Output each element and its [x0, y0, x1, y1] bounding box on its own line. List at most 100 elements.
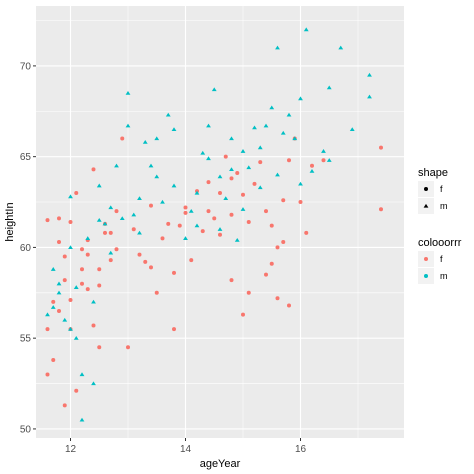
panel-background [36, 6, 404, 438]
data-point-f [269, 261, 274, 266]
data-point-f [379, 145, 383, 150]
data-point-m [217, 174, 223, 179]
data-point-m [280, 130, 286, 135]
data-point-m [68, 326, 73, 331]
data-point-f [149, 203, 153, 208]
data-point-f [91, 323, 96, 328]
data-point-f [97, 283, 102, 288]
data-point-f [108, 258, 113, 263]
data-point-m [96, 183, 102, 188]
points-layer [45, 27, 383, 422]
data-point-f [183, 205, 188, 210]
data-point-m [91, 299, 96, 304]
data-point-m [45, 312, 50, 317]
y-tick-label: 55 [20, 334, 32, 345]
data-point-f [97, 267, 102, 272]
data-point-f [189, 258, 194, 263]
data-point-f [264, 272, 268, 277]
data-point-m [165, 112, 171, 117]
x-tick-label: 14 [180, 444, 192, 455]
data-point-f [298, 200, 303, 205]
data-point-f [310, 163, 314, 168]
data-point-f [120, 136, 125, 141]
data-point-m [171, 127, 177, 132]
data-point-f [241, 192, 245, 197]
data-point-m [125, 90, 131, 95]
legend-color-swatch-icon [424, 274, 428, 278]
data-point-f [114, 247, 119, 252]
data-point-m [79, 372, 85, 377]
data-point-f [74, 190, 79, 195]
data-point-f [206, 209, 211, 214]
data-point-f [154, 290, 159, 295]
data-point-f [281, 198, 286, 203]
data-point-f [149, 265, 153, 270]
data-point-f [85, 287, 90, 292]
data-point-f [275, 245, 280, 250]
data-point-m [160, 199, 165, 204]
data-point-m [108, 250, 114, 255]
data-point-m [326, 85, 332, 90]
data-point-f [218, 190, 222, 195]
data-point-f [51, 299, 56, 304]
data-point-m [183, 236, 188, 240]
legend-shape-title: shape [418, 167, 448, 179]
data-point-m [211, 87, 217, 92]
data-point-f [269, 223, 274, 228]
data-point-m [79, 417, 85, 422]
data-point-f [200, 229, 205, 234]
data-point-f [183, 210, 188, 215]
data-point-f [103, 230, 107, 235]
data-point-m [298, 96, 303, 101]
y-tick-label: 65 [20, 152, 32, 163]
data-point-f [62, 403, 67, 408]
data-point-f [57, 308, 61, 313]
data-point-f [287, 158, 291, 163]
data-point-m [171, 183, 177, 188]
data-point-m [137, 196, 142, 201]
data-point-f [91, 167, 96, 172]
data-point-m [119, 216, 125, 220]
data-point-m [85, 236, 91, 240]
data-point-m [148, 163, 154, 168]
data-point-m [240, 207, 246, 211]
data-point-f [137, 252, 142, 257]
data-point-m [257, 185, 263, 190]
data-point-m [286, 112, 292, 117]
data-point-m [338, 45, 344, 50]
data-point-m [206, 123, 211, 128]
data-point-f [304, 230, 309, 235]
data-point-m [194, 223, 200, 228]
x-axis-title: ageYear [200, 458, 241, 470]
data-point-m [263, 123, 269, 128]
legend-color-title: colooorrr [418, 237, 462, 249]
data-point-f [45, 218, 50, 223]
data-point-m [269, 105, 275, 110]
data-point-m [246, 165, 252, 170]
data-point-m [154, 174, 160, 179]
data-point-f [258, 160, 263, 165]
data-point-f [275, 296, 280, 301]
data-point-m [108, 205, 114, 210]
data-point-f [241, 312, 245, 317]
data-point-m [125, 123, 131, 128]
data-point-f [218, 232, 222, 237]
data-point-m [275, 172, 280, 177]
y-axis-title: heightIn [4, 202, 16, 241]
data-point-f [229, 212, 234, 217]
data-point-m [56, 290, 62, 295]
legend-shape-triangle-icon [423, 203, 429, 208]
data-point-f [172, 270, 176, 275]
data-point-f [160, 236, 165, 241]
data-point-m [275, 45, 280, 50]
data-point-m [154, 136, 160, 141]
legend-color-swatch-icon [424, 257, 428, 261]
data-point-f [246, 220, 251, 224]
data-point-f [126, 345, 130, 350]
legend-color-label: m [440, 271, 448, 281]
data-point-f [172, 327, 176, 332]
legend-shape-label: f [440, 184, 443, 194]
data-point-m [326, 158, 332, 162]
